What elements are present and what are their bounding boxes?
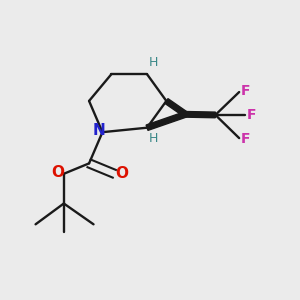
Text: F: F (247, 108, 256, 122)
Text: O: O (51, 165, 64, 180)
Text: N: N (92, 123, 105, 138)
Text: F: F (240, 132, 250, 146)
Polygon shape (146, 112, 187, 130)
Polygon shape (165, 99, 187, 117)
Polygon shape (186, 112, 215, 118)
Text: O: O (115, 166, 128, 181)
Text: H: H (148, 132, 158, 145)
Text: F: F (240, 84, 250, 98)
Text: H: H (148, 56, 158, 69)
